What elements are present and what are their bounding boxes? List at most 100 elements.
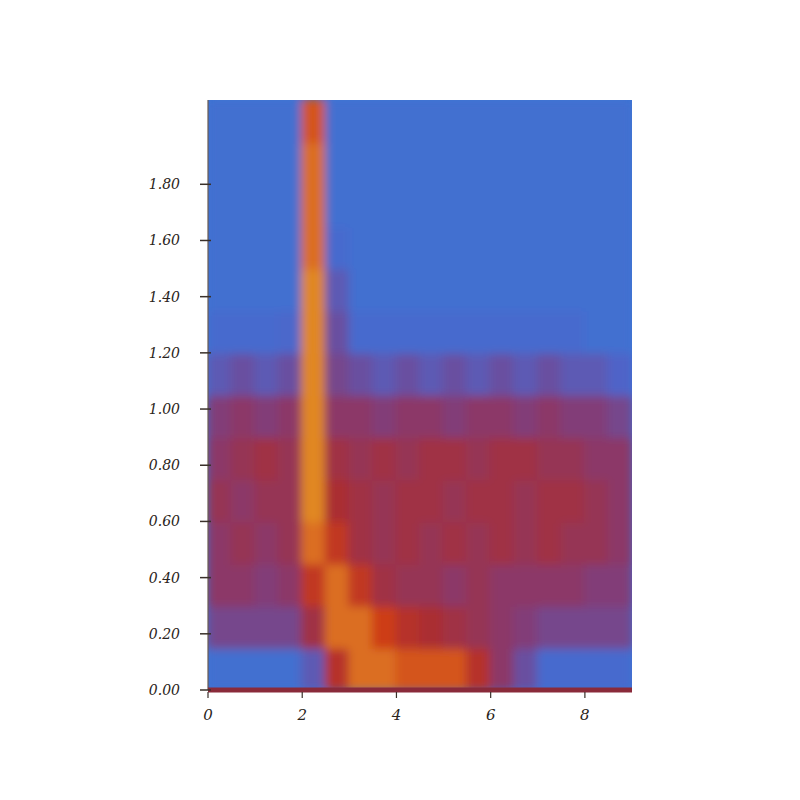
cell [584,310,610,354]
cell [419,183,445,227]
cell [395,520,421,564]
cell [560,520,586,564]
cell [208,563,233,607]
cell [607,520,632,564]
cell [513,268,539,312]
cell [231,520,257,564]
cell [278,478,304,522]
cell [325,141,351,185]
cell [607,478,632,522]
cell [419,563,445,607]
y-tick [200,689,211,691]
cell [443,268,469,312]
cell [466,520,492,564]
cell [419,436,445,480]
cell [278,183,304,227]
cell [325,478,351,522]
x-axis-line [208,688,632,693]
cell [254,100,280,143]
cell [513,563,539,607]
cell [419,352,445,396]
cell [325,520,351,564]
cell [443,436,469,480]
cell [395,563,421,607]
cell [301,478,327,522]
cell [301,605,327,649]
cell [466,141,492,185]
cell [325,352,351,396]
cell [607,563,632,607]
y-tick-label: 1.40 [149,289,180,305]
cell [560,310,586,354]
cell [443,394,469,438]
cell [537,478,563,522]
cell [560,141,586,185]
cell [372,647,398,690]
cell [395,352,421,396]
cell [395,268,421,312]
cell [560,478,586,522]
cell [490,478,516,522]
cell [560,352,586,396]
cell [466,100,492,143]
cell [278,436,304,480]
cell [395,183,421,227]
cell [395,225,421,269]
cell [607,647,632,690]
x-tick-label: 8 [580,706,590,724]
cell [490,268,516,312]
y-tick-label: 0.80 [149,457,180,473]
cell [372,394,398,438]
cell [301,520,327,564]
cell [513,394,539,438]
y-tick [200,184,211,186]
cell [395,394,421,438]
cell [584,647,610,690]
cell [348,605,374,649]
cell [348,141,374,185]
cell [372,436,398,480]
cell [254,268,280,312]
cell [301,352,327,396]
cell [231,563,257,607]
x-tick [302,692,303,698]
cell [325,563,351,607]
cell [537,520,563,564]
cell [584,352,610,396]
cell [208,141,233,185]
cell [490,605,516,649]
cell [560,394,586,438]
cell [466,352,492,396]
cell [278,225,304,269]
cell [490,647,516,690]
cell [348,268,374,312]
cell [372,310,398,354]
cell [537,183,563,227]
cell [278,394,304,438]
cell [278,520,304,564]
cell [419,141,445,185]
cell [231,141,257,185]
cell [513,478,539,522]
cell [443,605,469,649]
cell [325,268,351,312]
cell [490,100,516,143]
cell [254,520,280,564]
cell [513,436,539,480]
y-tick [200,577,211,579]
cells-clip [208,100,632,690]
cell [254,647,280,690]
cell [466,563,492,607]
cell [443,141,469,185]
cell [584,478,610,522]
x-tick-label: 2 [296,706,307,724]
cell [537,647,563,690]
cell [537,268,563,312]
cell [208,352,233,396]
x-tick [584,692,585,698]
cell [607,605,632,649]
cell [254,436,280,480]
cell [372,141,398,185]
cell [560,183,586,227]
cell [348,310,374,354]
